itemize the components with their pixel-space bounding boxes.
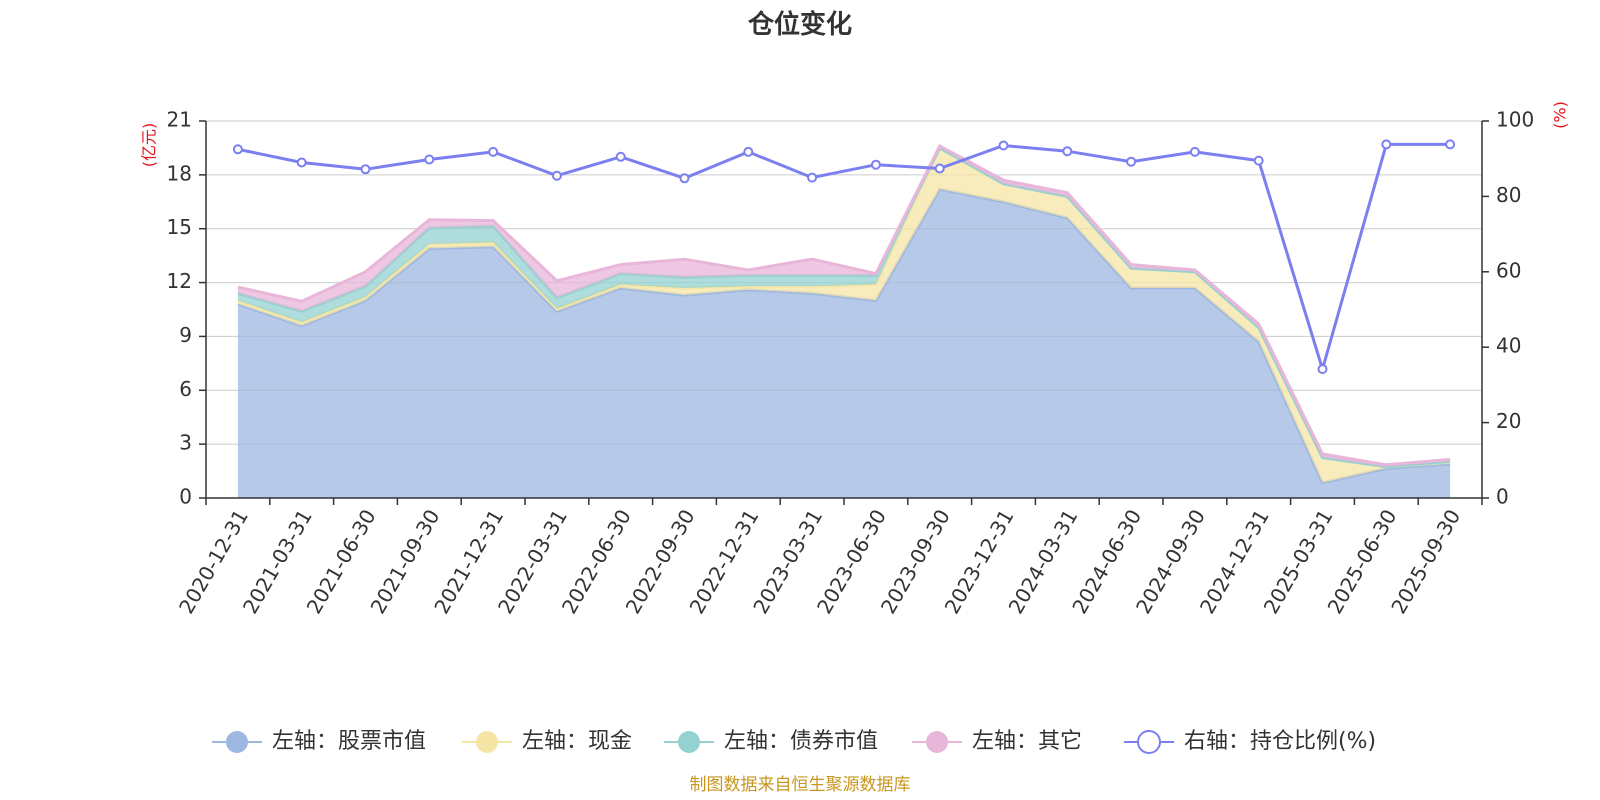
ratio-point[interactable] — [934, 163, 945, 174]
right-axis-unit: (%) — [1551, 101, 1570, 129]
left-axis-unit: (亿元) — [140, 123, 159, 168]
ratio-point[interactable] — [1445, 139, 1456, 150]
holding-ratio-line — [232, 139, 1456, 375]
right-tick-label: 80 — [1496, 183, 1521, 207]
ratio-line-path — [237, 142, 1451, 375]
legend[interactable]: 左轴：股票市值 左轴：现金 左轴：债券市值 左轴：其它 右轴：持仓比例(%) — [212, 729, 1376, 754]
legend-item[interactable]: 左轴：现金 — [462, 729, 632, 754]
left-tick-label: 0 — [179, 485, 192, 509]
ratio-point[interactable] — [551, 170, 562, 181]
ratio-point[interactable] — [743, 146, 754, 157]
left-tick-label: 21 — [167, 108, 192, 132]
area-左轴：股票市值 — [237, 189, 1451, 498]
left-tick-label: 15 — [167, 215, 192, 239]
legend-label: 左轴：现金 — [522, 729, 632, 754]
ratio-point[interactable] — [296, 157, 307, 168]
legend-marker-icon — [678, 731, 700, 753]
legend-item[interactable]: 左轴：其它 — [912, 729, 1082, 754]
ratio-point[interactable] — [232, 144, 243, 155]
legend-item[interactable]: 右轴：持仓比例(%) — [1124, 729, 1376, 754]
legend-label: 右轴：持仓比例(%) — [1184, 729, 1376, 754]
stacked-areas — [237, 144, 1451, 498]
ratio-point[interactable] — [1317, 364, 1328, 375]
left-tick-label: 3 — [179, 431, 192, 455]
ratio-point[interactable] — [1189, 146, 1200, 157]
ratio-point[interactable] — [870, 159, 881, 170]
area-edge-左轴：其它 — [237, 144, 1451, 467]
chart-title: 仓位变化 — [747, 9, 852, 40]
legend-marker-icon — [226, 731, 248, 753]
right-tick-label: 20 — [1496, 409, 1521, 433]
legend-label: 左轴：其它 — [972, 729, 1082, 754]
ratio-point[interactable] — [615, 151, 626, 162]
right-tick-label: 60 — [1496, 258, 1521, 282]
legend-marker-icon — [476, 731, 498, 753]
ratio-point[interactable] — [998, 140, 1009, 151]
ratio-point[interactable] — [488, 146, 499, 157]
legend-marker-icon — [1137, 730, 1161, 754]
left-tick-label: 18 — [167, 161, 192, 185]
ratio-point[interactable] — [424, 154, 435, 165]
right-tick-label: 0 — [1496, 485, 1509, 509]
legend-marker-icon — [926, 731, 948, 753]
data-source-footer: 制图数据来自恒生聚源数据库 — [690, 775, 911, 795]
ratio-point[interactable] — [1253, 155, 1264, 166]
ratio-point[interactable] — [360, 164, 371, 175]
ratio-point[interactable] — [1126, 156, 1137, 167]
ratio-point[interactable] — [679, 173, 690, 184]
legend-item[interactable]: 左轴：股票市值 — [212, 729, 426, 754]
right-tick-label: 100 — [1496, 108, 1534, 132]
ratio-point[interactable] — [807, 172, 818, 183]
legend-label: 左轴：债券市值 — [724, 729, 878, 754]
legend-label: 左轴：股票市值 — [272, 729, 426, 754]
ratio-point[interactable] — [1381, 139, 1392, 150]
ratio-point[interactable] — [1062, 146, 1073, 157]
legend-item[interactable]: 左轴：债券市值 — [664, 729, 878, 754]
left-tick-label: 12 — [167, 269, 192, 293]
left-tick-label: 6 — [179, 377, 192, 401]
left-tick-label: 9 — [179, 323, 192, 347]
right-tick-label: 40 — [1496, 334, 1521, 358]
